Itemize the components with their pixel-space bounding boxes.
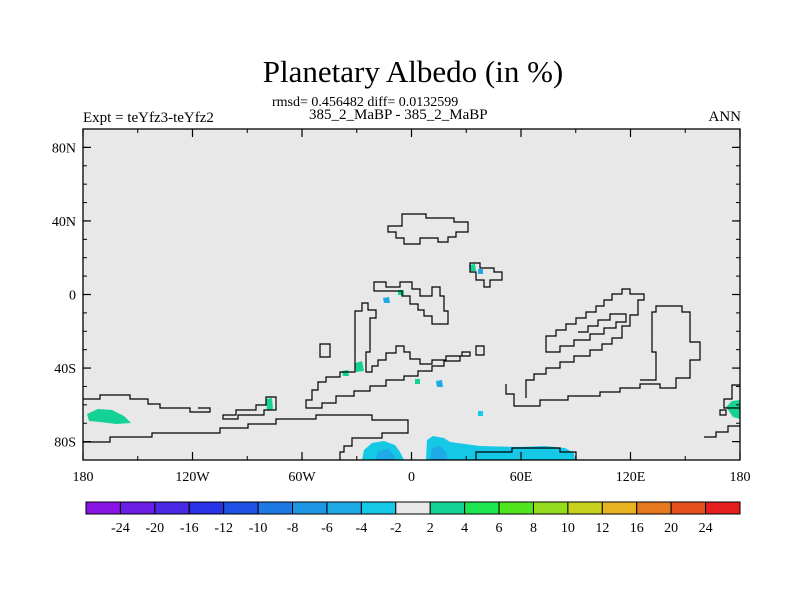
coastline-island-east bbox=[719, 409, 727, 416]
colorbar-label: 10 bbox=[561, 521, 575, 536]
anomaly-patch-small-9 bbox=[478, 269, 483, 274]
coastline-landmass-north-central bbox=[373, 281, 449, 325]
colorbar-swatch bbox=[429, 501, 466, 515]
colorbar-swatch bbox=[636, 501, 672, 515]
colorbar: -24 -20 -16 -12 -10 -8 -6 -4 -2 2 4 6 8 10 12 16 20 24 bbox=[85, 501, 741, 536]
colorbar-swatch bbox=[498, 501, 534, 515]
lon-tick-label: 120W bbox=[175, 470, 210, 485]
colorbar-label: -6 bbox=[321, 521, 333, 536]
colorbar-swatch bbox=[395, 501, 431, 515]
colorbar-swatch bbox=[257, 501, 294, 515]
colorbar-label: 2 bbox=[427, 521, 434, 536]
anomaly-patch-small-4 bbox=[469, 264, 476, 271]
coastline-east-edge-south bbox=[704, 425, 740, 438]
colorbar-swatch bbox=[670, 501, 707, 515]
coastline-east-edge bbox=[723, 384, 740, 409]
lat-tick-label: 80N bbox=[52, 141, 76, 156]
coastline-landmass-east-south bbox=[505, 305, 701, 407]
colorbar-label: -20 bbox=[146, 521, 165, 536]
colorbar-swatch bbox=[154, 501, 190, 515]
anomaly-patch-antarctic-east bbox=[426, 436, 575, 460]
colorbar-swatch bbox=[705, 501, 741, 515]
colorbar-label: -2 bbox=[390, 521, 402, 536]
colorbar-label: 20 bbox=[664, 521, 678, 536]
season-label: ANN bbox=[708, 109, 742, 125]
coastline-island-small-2 bbox=[475, 345, 485, 356]
colorbar-label: -12 bbox=[214, 521, 233, 536]
case-line: 385_2_MaBP - 385_2_MaBP bbox=[309, 107, 488, 123]
coastline-north-landmass bbox=[387, 213, 469, 245]
colorbar-swatch bbox=[360, 501, 397, 515]
stats-line: rmsd= 0.456482 diff= 0.0132599 bbox=[272, 95, 459, 110]
lon-tick-label: 120E bbox=[616, 470, 646, 485]
colorbar-swatch bbox=[223, 501, 259, 515]
colorbar-label: -4 bbox=[356, 521, 368, 536]
colorbar-label: 16 bbox=[630, 521, 644, 536]
axis-layer: 80N 40N 0 40S 80S 180 120W 60W 0 60E 120E 180 bbox=[52, 128, 751, 485]
anomaly-patch-small-8 bbox=[478, 411, 483, 416]
colorbar-label: 12 bbox=[595, 521, 609, 536]
colorbar-label: -8 bbox=[287, 521, 299, 536]
colorbar-swatch bbox=[532, 501, 569, 515]
lon-tick-label: 180 bbox=[730, 470, 751, 485]
lon-tick-label: 0 bbox=[408, 470, 415, 485]
colorbar-swatch bbox=[464, 501, 500, 515]
map-title: Planetary Albedo (in %) bbox=[262, 54, 564, 89]
lat-tick-label: 80S bbox=[54, 436, 76, 451]
colorbar-swatch bbox=[567, 501, 603, 515]
colorbar-label: -10 bbox=[249, 521, 268, 536]
lon-tick-label: 60E bbox=[510, 470, 533, 485]
coastlines bbox=[83, 213, 740, 460]
colorbar-label: 6 bbox=[496, 521, 503, 536]
anomaly-patch-small-2 bbox=[355, 361, 364, 372]
colorbar-label: -16 bbox=[180, 521, 199, 536]
coastline-africa-south bbox=[475, 447, 577, 460]
coastline-landmass-central bbox=[305, 302, 471, 409]
colorbar-label: 8 bbox=[530, 521, 537, 536]
anomaly-patch-small-5 bbox=[383, 297, 390, 303]
colorbar-swatch bbox=[119, 501, 156, 515]
lat-tick-label: 40S bbox=[54, 362, 76, 377]
anomaly-patch-antarctic-west-core bbox=[376, 449, 396, 460]
colorbar-label: 4 bbox=[461, 521, 468, 536]
lat-tick-label: 0 bbox=[69, 289, 76, 304]
colorbar-swatch bbox=[326, 501, 362, 515]
colorbar-label: 24 bbox=[699, 521, 713, 536]
anomaly-patches bbox=[87, 264, 740, 460]
anomaly-patch-small-10 bbox=[415, 379, 420, 384]
anomaly-patch-antarctic-east-core bbox=[430, 446, 448, 460]
experiment-label: Expt = teYfz3-teYfz2 bbox=[83, 110, 214, 126]
anomaly-patch-small-1 bbox=[266, 398, 273, 410]
coastline-landmass-east bbox=[525, 288, 645, 398]
colorbar-swatch bbox=[85, 501, 121, 515]
colorbar-swatch bbox=[188, 501, 225, 515]
lon-tick-label: 60W bbox=[288, 470, 316, 485]
coastline-island-north-east bbox=[469, 262, 503, 288]
coastline-antarctica bbox=[83, 414, 409, 460]
colorbar-swatch bbox=[292, 501, 328, 515]
coastline-island-small-1 bbox=[319, 343, 331, 358]
lat-tick-label: 40N bbox=[52, 215, 76, 230]
coastline-island-west bbox=[222, 396, 277, 420]
lon-tick-label: 180 bbox=[73, 470, 94, 485]
anomaly-patch-southern-ocean-west bbox=[87, 409, 131, 424]
anomaly-patch-small-3 bbox=[342, 370, 349, 376]
coastline-south-america-patagonia bbox=[83, 394, 211, 413]
colorbar-swatch bbox=[601, 501, 638, 515]
anomaly-patch-small-7 bbox=[436, 380, 443, 387]
colorbar-label: -24 bbox=[111, 521, 130, 536]
